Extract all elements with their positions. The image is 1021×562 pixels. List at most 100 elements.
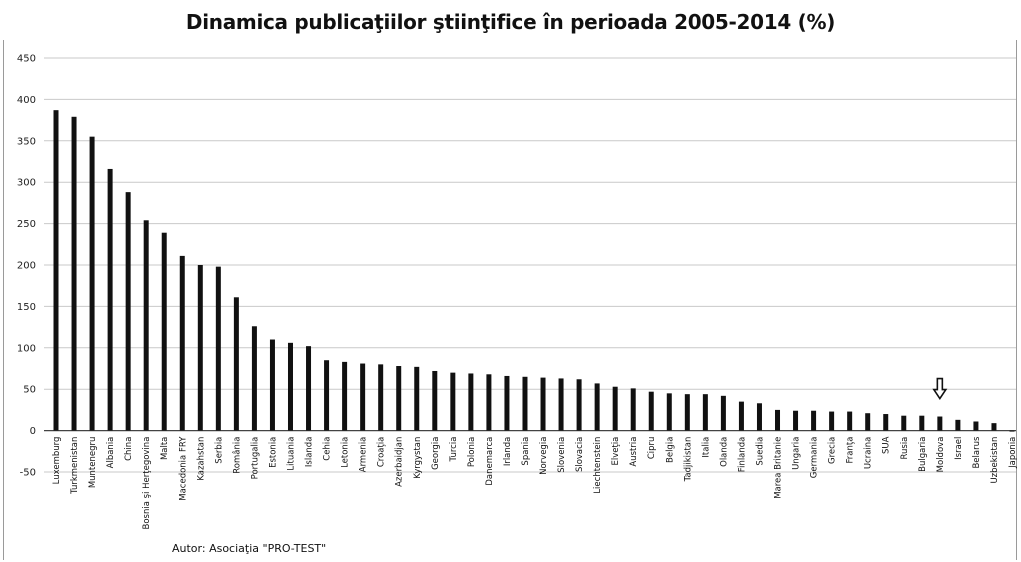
bar-azerbaidjan xyxy=(396,366,402,431)
x-tick-label: Austria xyxy=(629,437,639,467)
y-tick-label: 50 xyxy=(23,385,36,396)
bar-bulgaria xyxy=(919,415,925,431)
bar-olanda xyxy=(720,395,726,431)
bar-kazahstan xyxy=(197,265,203,431)
y-tick-label: 0 xyxy=(30,426,36,437)
x-tick-label: Slovenia xyxy=(557,437,567,473)
x-tick-label: Georgia xyxy=(431,437,441,470)
x-tick-label: Finlanda xyxy=(737,437,747,473)
x-tick-label: Cipru xyxy=(647,437,657,460)
x-tick-label: Moldova xyxy=(936,437,946,473)
bar-armenia xyxy=(360,363,366,431)
x-tick-label: Portugalia xyxy=(250,437,260,480)
x-tick-label: Malta xyxy=(160,437,170,460)
bar-austria xyxy=(630,388,636,431)
x-tick-label: Bosnia şi Herţegovina xyxy=(142,437,152,530)
bar-elveţia xyxy=(612,386,618,431)
bar-cehia xyxy=(324,360,330,431)
x-tick-label: Norvegia xyxy=(539,437,549,475)
x-tick-label: Danemarca xyxy=(485,437,495,486)
x-tick-label: Bulgaria xyxy=(918,437,928,472)
bar-estonia xyxy=(269,339,275,431)
frame-right-border xyxy=(1016,40,1017,560)
x-tick-label: Islanda xyxy=(305,437,315,468)
bar-marea-britanie xyxy=(775,409,781,431)
bar-macedonia-fry xyxy=(179,255,185,431)
bar-românia xyxy=(233,297,239,431)
x-tick-label: Israel xyxy=(954,437,964,460)
bar-uzbekistan xyxy=(991,423,997,431)
bar-polonia xyxy=(468,373,474,431)
y-tick-label: 150 xyxy=(17,302,36,313)
bar-cipru xyxy=(648,391,654,431)
bar-norvegia xyxy=(540,377,546,431)
bar-letonia xyxy=(342,361,348,431)
x-tick-label: Olanda xyxy=(719,437,729,467)
x-tick-label: Cehia xyxy=(323,437,333,461)
bar-irlanda xyxy=(504,375,510,431)
x-tick-label: Turkmenistan xyxy=(70,437,80,495)
bar-moldova xyxy=(937,416,943,431)
x-tick-label: Italia xyxy=(701,437,711,458)
x-tick-label: România xyxy=(232,437,242,474)
bar-finlanda xyxy=(738,401,744,431)
bar-belgia xyxy=(666,393,672,431)
bar-albania xyxy=(107,168,113,431)
bar-georgia xyxy=(432,370,438,431)
bar-turkmenistan xyxy=(71,116,77,431)
bar-franţa xyxy=(847,411,853,431)
down-arrow-icon xyxy=(932,377,948,400)
bar-grecia xyxy=(829,411,835,431)
x-tick-label: Ungaria xyxy=(792,437,802,470)
x-tick-label: Belgia xyxy=(665,437,675,463)
y-tick-label: 400 xyxy=(17,95,36,106)
bar-slovenia xyxy=(558,378,564,431)
x-tick-label: Belarus xyxy=(972,436,982,469)
bar-japonia xyxy=(1009,430,1015,432)
bar-serbia xyxy=(215,266,221,431)
bar-portugalia xyxy=(251,326,257,431)
bar-spania xyxy=(522,376,528,431)
bar-sua xyxy=(883,414,889,431)
y-tick-label: 250 xyxy=(17,219,36,230)
x-tick-label: Serbia xyxy=(214,437,224,464)
y-tick-label: 350 xyxy=(17,136,36,147)
bar-bosnia-şi-herţegovina xyxy=(143,220,149,431)
x-tick-label: SUA xyxy=(882,436,892,454)
x-tick-label: China xyxy=(124,437,134,461)
bar-croaţia xyxy=(378,364,384,431)
annotations xyxy=(932,377,948,400)
x-tick-label: Elveţia xyxy=(611,437,621,466)
x-tick-label: Germania xyxy=(810,437,820,479)
author-note: Autor: Asociaţia "PRO-TEST" xyxy=(172,542,327,555)
x-axis-labels: Luxemburg Turkmenistan Muntenegru Albania Ch… xyxy=(52,436,1018,530)
bar-rusia xyxy=(901,415,907,431)
x-tick-label: Croaţia xyxy=(377,437,387,468)
x-tick-label: Spania xyxy=(521,437,531,466)
x-tick-label: Irlanda xyxy=(503,437,513,467)
bar-turcia xyxy=(450,372,456,431)
bar-slovacia xyxy=(576,379,582,431)
bar-israel xyxy=(955,419,961,431)
x-tick-label: Liechtenstein xyxy=(593,437,603,494)
y-tick-label: 100 xyxy=(17,343,36,354)
x-tick-label: Luxemburg xyxy=(52,437,62,485)
frame-left-border xyxy=(3,40,4,560)
x-tick-label: Polonia xyxy=(467,437,477,468)
bar-ucraina xyxy=(865,413,871,431)
x-tick-label: Franţa xyxy=(846,437,856,464)
y-tick-label: 450 xyxy=(17,54,36,65)
bar-italia xyxy=(702,394,708,431)
x-tick-label: Marea Britanie xyxy=(774,437,784,499)
x-tick-label: Albania xyxy=(106,437,116,469)
bar-tadjikistan xyxy=(684,394,690,431)
chart-title: Dinamica publicaţiilor ştiinţifice în pe… xyxy=(185,10,836,34)
x-tick-label: Tadjikistan xyxy=(683,437,693,483)
x-tick-label: Kazahstan xyxy=(196,437,206,481)
bar-islanda xyxy=(306,346,312,431)
x-tick-label: Slovacia xyxy=(575,437,585,472)
bar-lituania xyxy=(287,342,293,431)
x-tick-label: Rusia xyxy=(900,437,910,460)
x-tick-label: Kyrgystan xyxy=(413,437,423,479)
